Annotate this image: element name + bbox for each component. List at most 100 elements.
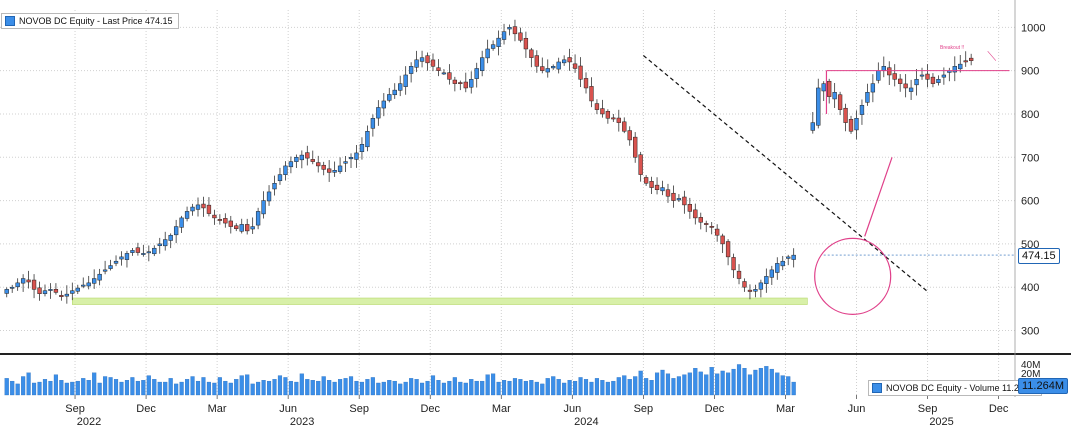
x-year-label: 2025: [929, 416, 953, 428]
candle-up: [556, 61, 561, 70]
candle-down: [31, 279, 37, 290]
candle-down: [594, 103, 600, 110]
candle-up: [769, 269, 774, 278]
volume-bar: [627, 379, 632, 396]
candle-down: [458, 82, 463, 84]
candle-up: [414, 59, 419, 68]
candle-up: [239, 224, 244, 232]
volume-bar: [141, 380, 146, 396]
candle-down: [742, 281, 747, 288]
projected-candle-down: [892, 73, 897, 80]
price-legend-swatch-icon: [5, 16, 15, 26]
volume-bar: [567, 380, 572, 396]
volume-bar: [715, 373, 720, 396]
volume-bar: [649, 380, 654, 396]
x-year-label: 2024: [574, 416, 598, 428]
candle-up: [660, 187, 665, 192]
volume-bar: [638, 370, 643, 396]
projected-candle-up: [958, 63, 963, 70]
candle-down: [452, 79, 458, 84]
candle-up: [381, 100, 386, 109]
volume-bar: [217, 377, 222, 396]
volume-bar: [594, 378, 600, 396]
volume-bar: [239, 375, 244, 396]
projected-candle-down: [848, 118, 854, 132]
candle-up: [288, 161, 294, 168]
candle-down: [463, 81, 468, 89]
candle-up: [179, 217, 184, 228]
projected-candle-up: [952, 66, 957, 73]
x-tick-label: Dec: [989, 403, 1009, 415]
volume-bar: [633, 376, 638, 396]
candle-down: [245, 224, 250, 232]
volume-bar: [59, 380, 64, 396]
volume-bar: [179, 381, 184, 396]
candle-down: [600, 108, 605, 115]
candle-down: [305, 152, 310, 159]
candle-down: [643, 177, 649, 184]
candle-down: [321, 164, 326, 170]
candle-down: [725, 241, 731, 258]
volume-bar: [775, 372, 780, 396]
volume-bar: [600, 380, 605, 396]
volume-bar: [780, 375, 785, 396]
volume-bar: [332, 381, 337, 396]
projected-candle-down: [903, 83, 908, 89]
volume-bar: [321, 376, 326, 396]
projected-candle-down: [969, 57, 974, 61]
candle-up: [70, 290, 75, 294]
candle-up: [441, 72, 447, 75]
volume-bar: [589, 381, 594, 396]
volume-bar: [256, 381, 261, 396]
volume-bar: [103, 376, 108, 396]
candle-down: [715, 228, 720, 236]
projected-candle-down: [898, 78, 903, 84]
volume-bar: [698, 371, 703, 396]
volume-bar: [573, 380, 578, 396]
x-tick-label: Dec: [705, 403, 725, 415]
volume-bar: [425, 380, 430, 396]
volume-bar: [682, 374, 687, 396]
candle-down: [704, 223, 709, 225]
candle-down: [638, 154, 643, 175]
candle-up: [501, 31, 507, 40]
candle-down: [731, 257, 736, 271]
candle-up: [20, 278, 26, 284]
volume-bar: [266, 380, 272, 396]
candle-up: [551, 66, 556, 69]
volume-bar: [387, 380, 392, 396]
volume-tick-label: 20M: [1021, 369, 1040, 380]
candle-down: [26, 279, 31, 283]
candle-up: [283, 165, 288, 175]
candle-down: [212, 214, 217, 219]
candle-up: [398, 83, 403, 91]
volume-bar: [4, 378, 9, 396]
candle-down: [430, 59, 436, 67]
candle-up: [403, 74, 408, 87]
candle-up: [75, 287, 80, 292]
volume-bar: [31, 382, 37, 396]
candle-down: [616, 117, 621, 123]
volume-bar: [201, 377, 206, 396]
x-tick-label: Sep: [349, 403, 369, 415]
trendline: [643, 55, 928, 292]
highlight-arrow: [864, 157, 893, 237]
candle-down: [736, 270, 742, 279]
volume-bar: [660, 369, 665, 396]
projected-candle-up: [865, 92, 870, 103]
candle-up: [113, 260, 119, 264]
y-tick-label: 1000: [1021, 22, 1045, 34]
volume-bar: [359, 381, 365, 396]
candle-down: [59, 295, 64, 297]
volume-tick-label: 40M: [1021, 360, 1040, 371]
volume-bar: [758, 368, 763, 396]
volume-bar: [381, 381, 386, 396]
x-tick-label: Dec: [136, 403, 156, 415]
candle-up: [370, 118, 376, 129]
candle-up: [163, 239, 168, 247]
candle-up: [92, 278, 97, 284]
x-tick-label: Jun: [279, 403, 297, 415]
candle-up: [124, 253, 130, 260]
candle-down: [425, 55, 430, 64]
